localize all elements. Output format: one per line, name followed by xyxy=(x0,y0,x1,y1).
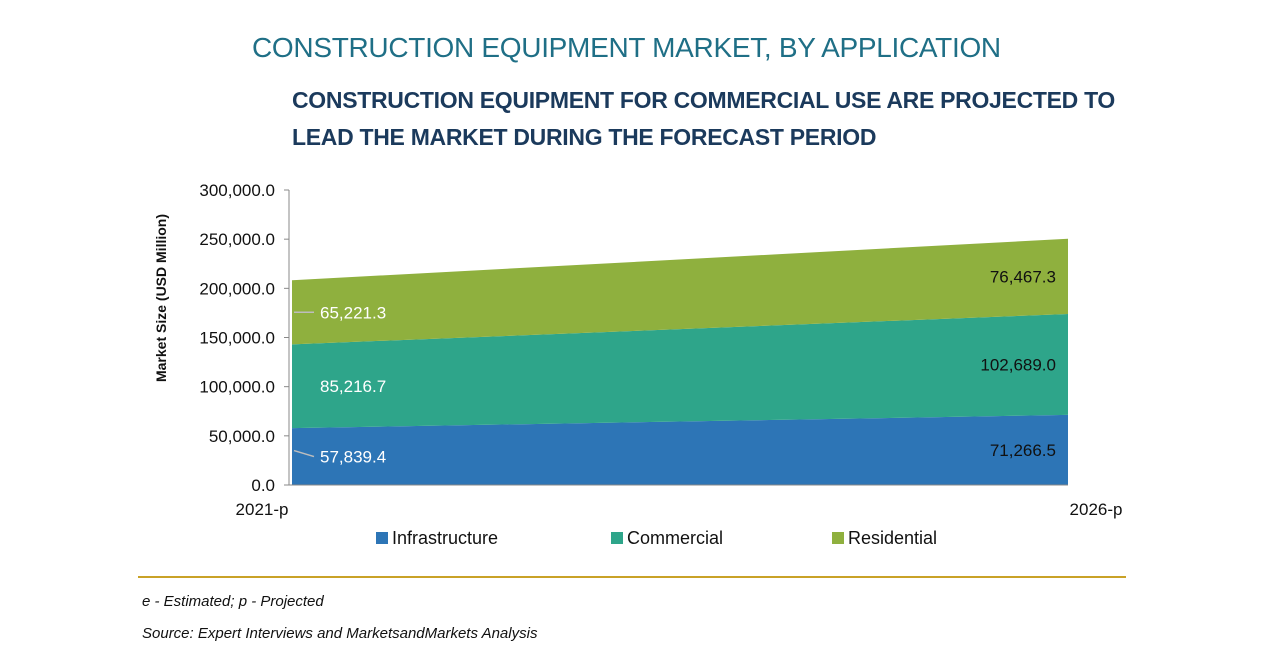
footer-divider xyxy=(138,576,1126,578)
chart-subtitle: CONSTRUCTION EQUIPMENT FOR COMMERCIAL US… xyxy=(292,87,1115,150)
axes-layer: 0.0 50,000.0 100,000.0 150,000.0 200,000.0 25… xyxy=(199,181,1122,519)
footnote-estimated: e - Estimated; p - Projected xyxy=(142,593,324,610)
x-tick-label-2026-p: 2026-p xyxy=(1070,500,1123,519)
y-tick-label: 300,000.0 xyxy=(199,181,275,200)
legend-label-commercial: Commercial xyxy=(627,528,723,548)
footnote-source: Source: Expert Interviews and Marketsand… xyxy=(142,625,538,642)
data-label-commercial-2026-p: 102,689.0 xyxy=(980,355,1056,374)
data-label-residential-2021-p: 65,221.3 xyxy=(320,303,386,322)
area-commercial xyxy=(292,313,1068,429)
legend-label-infrastructure: Infrastructure xyxy=(392,528,498,548)
y-tick-label: 150,000.0 xyxy=(199,329,275,348)
y-tick-label: 50,000.0 xyxy=(209,427,275,446)
legend-label-residential: Residential xyxy=(848,528,937,548)
area-layer xyxy=(292,238,1068,485)
data-label-residential-2026-p: 76,467.3 xyxy=(990,267,1056,286)
legend-swatch-infrastructure xyxy=(376,532,388,544)
leader-line-infrastructure xyxy=(293,449,315,458)
data-label-infrastructure-2021-p: 57,839.4 xyxy=(320,448,386,467)
data-label-infrastructure-2026-p: 71,266.5 xyxy=(990,441,1056,460)
legend: Infrastructure Commercial Residential xyxy=(376,528,937,548)
chart-title: CONSTRUCTION EQUIPMENT MARKET, BY APPLIC… xyxy=(252,32,1001,63)
x-tick-label-2021-p: 2021-p xyxy=(236,500,289,519)
y-tick-label: 250,000.0 xyxy=(199,230,275,249)
area-infrastructure xyxy=(292,414,1068,485)
y-tick-label: 100,000.0 xyxy=(199,378,275,397)
y-tick-label: 200,000.0 xyxy=(199,279,275,298)
area-residential xyxy=(292,238,1068,345)
y-tick-label: 0.0 xyxy=(251,476,275,495)
legend-swatch-commercial xyxy=(611,532,623,544)
stacked-area-chart: 0.0 50,000.0 100,000.0 150,000.0 200,000.0 25… xyxy=(153,181,1122,548)
data-label-commercial-2021-p: 85,216.7 xyxy=(320,377,386,396)
legend-swatch-residential xyxy=(832,532,844,544)
data-label-layer: 57,839.4 71,266.5 85,216.7 102,689.0 65,221.… xyxy=(293,267,1056,467)
y-axis-label: Market Size (USD Million) xyxy=(153,214,169,382)
